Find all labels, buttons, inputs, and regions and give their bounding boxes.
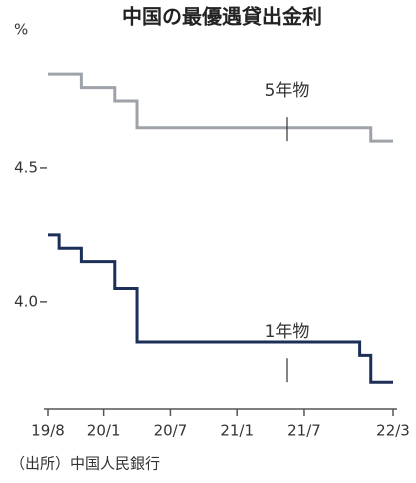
source: （出所）中国人民銀行	[10, 455, 160, 473]
y-axis-label: %	[14, 21, 28, 39]
x-tick-label: 21/1	[220, 422, 254, 440]
series-label: 5年物	[265, 81, 310, 101]
y-tick-label: 4.0	[14, 292, 38, 310]
series-label: 1年物	[265, 322, 310, 342]
chart-title: 中国の最優遇貸出金利	[122, 5, 322, 29]
y-tick-label: 4.5	[14, 158, 38, 176]
x-tick-label: 21/7	[287, 422, 321, 440]
x-tick-label: 20/7	[154, 422, 188, 440]
step-line	[48, 233, 393, 384]
step-line	[48, 72, 393, 143]
x-tick-label: 22/3	[376, 422, 410, 440]
x-tick-label: 19/8	[31, 422, 65, 440]
x-tick-label: 20/1	[87, 422, 121, 440]
